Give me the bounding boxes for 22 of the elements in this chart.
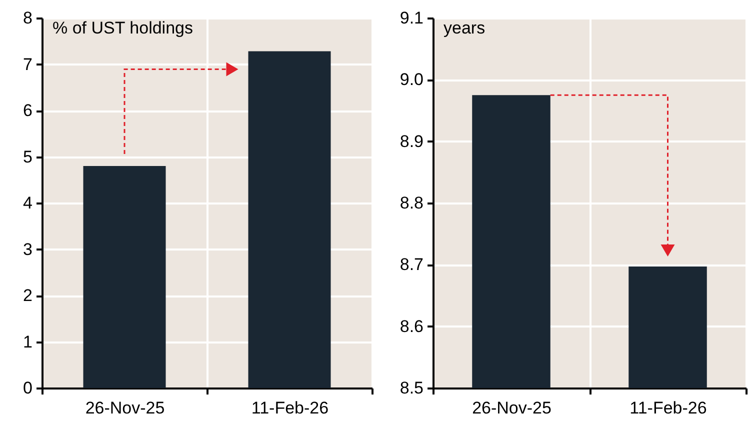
y-tick-label: 3: [23, 240, 32, 259]
x-tick-label: 26-Nov-25: [472, 398, 552, 418]
y-axis-title: years: [444, 18, 486, 38]
y-axis-title: % of UST holdings: [52, 18, 193, 38]
y-tick-label: 8.8: [400, 194, 424, 212]
x-tick-label: 26-Nov-25: [85, 398, 165, 418]
y-tick-label: 8.9: [400, 132, 424, 151]
y-tick-label: 5: [23, 147, 32, 166]
y-tick-label: 8.7: [400, 255, 424, 274]
y-tick-label: 9.0: [400, 70, 424, 90]
y-tick-label: 8.6: [400, 316, 424, 336]
y-tick-label: 1: [23, 332, 32, 352]
y-tick-label: 7: [23, 54, 32, 74]
x-tick-label: 11-Feb-26: [630, 398, 707, 418]
y-tick-label: 9.1: [400, 8, 424, 28]
y-tick-label: 2: [23, 286, 32, 305]
y-tick-label: 8: [23, 8, 32, 28]
y-tick-label: 4: [23, 194, 32, 212]
y-tick-label: 6: [23, 101, 32, 120]
y-tick-label: 0: [23, 378, 32, 398]
x-tick-label: 11-Feb-26: [251, 398, 329, 418]
y-tick-label: 8.5: [400, 378, 424, 398]
